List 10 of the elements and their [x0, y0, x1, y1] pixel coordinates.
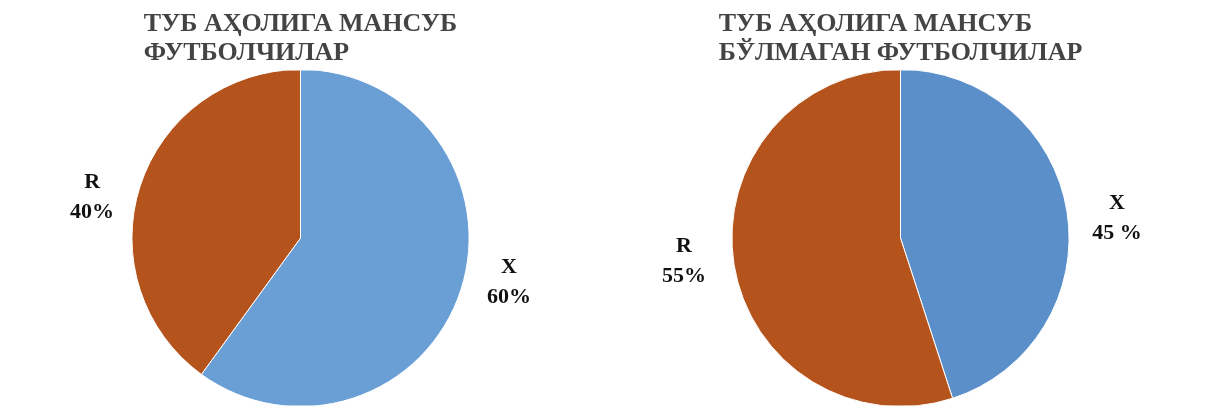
data-label: 60% [486, 283, 531, 309]
chart-title: ТУБ АҲОЛИГА МАНСУБ ФУТБОЛЧИЛАР [143, 7, 458, 66]
data-label: 55% [662, 262, 707, 288]
slice-label: R [676, 232, 694, 258]
data-label: 45 % [1092, 218, 1142, 244]
chart-title: ТУБ АҲОЛИГА МАНСУБ БЎЛМАГАН ФУТБОЛЧИЛАР [718, 7, 1083, 66]
data-label: 40% [70, 197, 115, 223]
slice-label: X [500, 253, 517, 279]
slice-label: R [84, 167, 102, 193]
slice-label: X [1109, 188, 1125, 214]
